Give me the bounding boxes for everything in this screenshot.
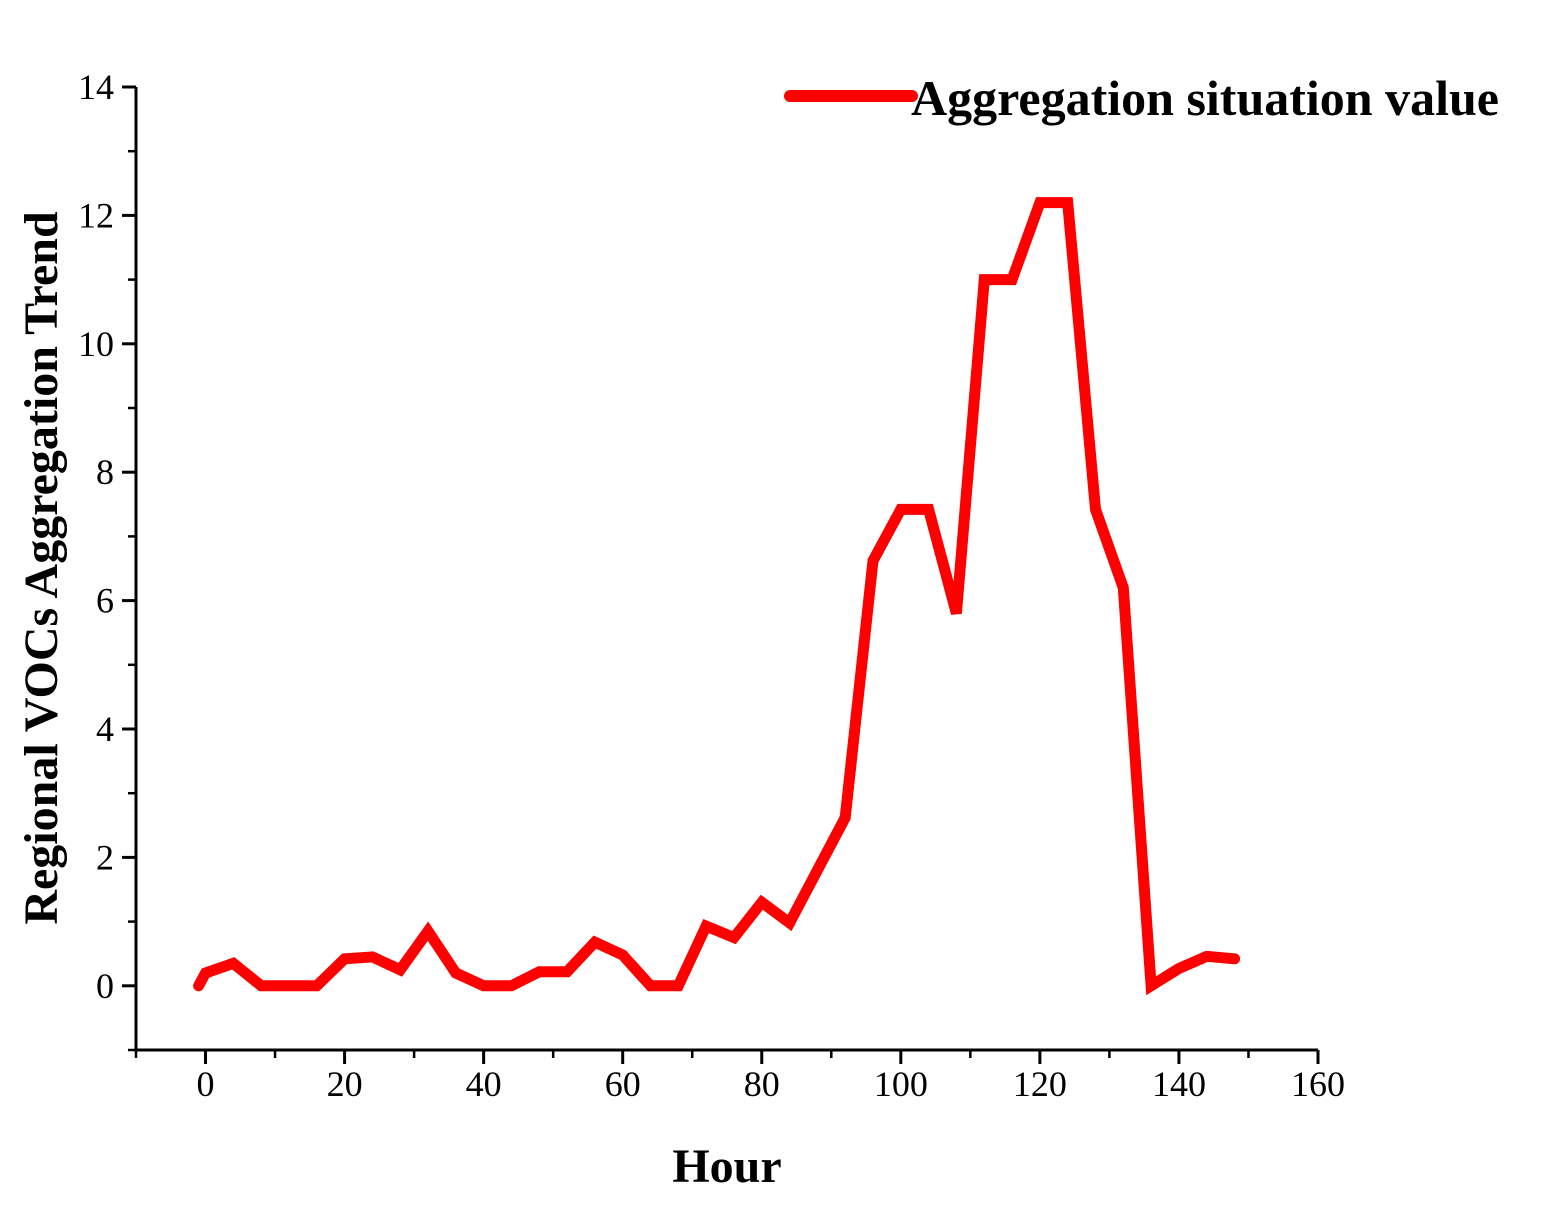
series-layer: [193, 197, 1241, 996]
y-tick-label: 8: [96, 452, 114, 492]
x-axis-title: Hour: [672, 1140, 781, 1193]
y-tick-label: 4: [96, 709, 114, 749]
y-tick-label: 10: [78, 324, 114, 364]
y-tick-label: 6: [96, 581, 114, 621]
axes: [134, 87, 1318, 1052]
x-tick-label: 40: [466, 1064, 502, 1104]
y-axis-title: Regional VOCs Aggregation Trend: [15, 211, 68, 925]
x-tick-label: 80: [744, 1064, 780, 1104]
y-tick-label: 12: [78, 195, 114, 235]
y-tick-label: 0: [96, 966, 114, 1006]
y-tick-label: 14: [78, 67, 114, 107]
x-tick-label: 120: [1013, 1064, 1067, 1104]
legend-label: Aggregation situation value: [911, 70, 1499, 126]
x-tick-label: 60: [605, 1064, 641, 1104]
x-tick-label: 160: [1291, 1064, 1345, 1104]
x-tick-label: 100: [874, 1064, 928, 1104]
x-tick-label: 140: [1152, 1064, 1206, 1104]
x-tick-label: 0: [197, 1064, 215, 1104]
series-line: [193, 197, 1241, 996]
legend: Aggregation situation value: [784, 70, 1499, 126]
x-tick-label: 20: [327, 1064, 363, 1104]
ticks: 0 20 40 60 80 100 120 140 160 0 2 4 6 8 10 12 14: [78, 67, 1345, 1104]
y-tick-label: 2: [96, 837, 114, 877]
